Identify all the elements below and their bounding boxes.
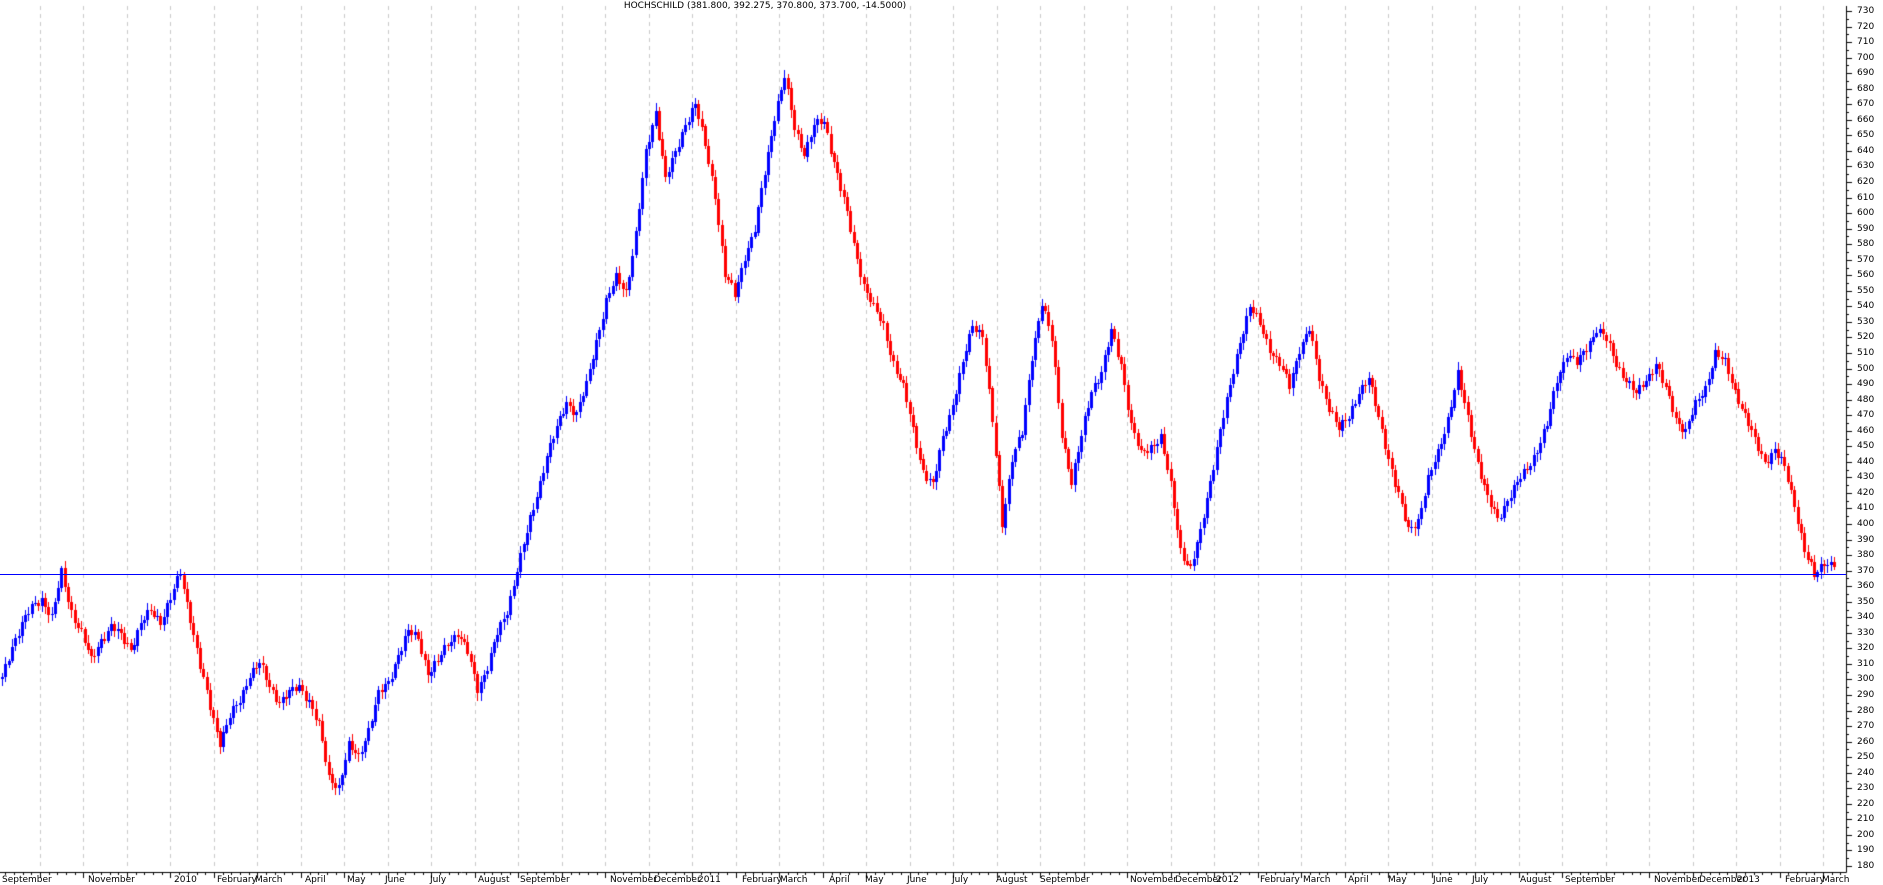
x-axis-label: March	[1303, 875, 1331, 885]
support-line	[0, 574, 1846, 575]
y-axis-label: 700	[1857, 52, 1875, 63]
y-axis-label: 190	[1857, 845, 1875, 856]
x-axis-label: December	[1699, 875, 1746, 885]
y-axis-label: 470	[1857, 410, 1875, 421]
x-axis-label: April	[829, 875, 850, 885]
y-axis-label: 600	[1857, 208, 1875, 219]
y-axis-label: 590	[1857, 223, 1875, 234]
x-axis-label: July	[430, 875, 447, 885]
x-axis-label: August	[1520, 875, 1552, 885]
x-axis-label: May	[347, 875, 366, 885]
y-axis-label: 490	[1857, 379, 1875, 390]
x-axis-label: March	[1822, 875, 1850, 885]
x-axis-label: September	[520, 875, 570, 885]
y-axis-label: 260	[1857, 736, 1875, 747]
y-axis-label: 180	[1857, 861, 1875, 871]
x-axis-label: April	[1348, 875, 1369, 885]
y-axis-label: 510	[1857, 348, 1875, 358]
x-axis-label: 2010	[174, 875, 197, 885]
y-axis-label: 580	[1857, 239, 1875, 250]
y-axis-label: 730	[1857, 6, 1875, 16]
x-axis-label: July	[1472, 875, 1489, 885]
y-axis-label: 550	[1857, 285, 1875, 296]
y-axis-label: 280	[1857, 705, 1875, 716]
y-axis-label: 670	[1857, 99, 1875, 110]
x-axis-label: June	[907, 875, 927, 885]
y-axis-label: 440	[1857, 456, 1875, 467]
y-axis-label: 620	[1857, 177, 1875, 187]
y-axis-label: 660	[1857, 114, 1875, 125]
y-axis-label: 360	[1857, 581, 1875, 592]
x-axis-label: November	[88, 875, 135, 885]
y-axis-label: 370	[1857, 565, 1875, 576]
y-axis-label: 690	[1857, 68, 1875, 79]
y-axis-label: 400	[1857, 519, 1875, 529]
y-axis-label: 530	[1857, 316, 1875, 327]
y-axis-label: 340	[1857, 612, 1875, 623]
x-axis-label: November	[610, 875, 657, 885]
x-axis-label: April	[305, 875, 326, 885]
x-axis-label: September	[2, 875, 52, 885]
x-axis-label: December	[1175, 875, 1222, 885]
x-axis-label: September	[1040, 875, 1090, 885]
y-axis-label: 220	[1857, 798, 1875, 809]
chart-title: HOCHSCHILD (381.800, 392.275, 370.800, 3…	[623, 1, 907, 11]
x-axis-label: May	[1388, 875, 1407, 885]
x-axis-label: February	[742, 875, 782, 885]
y-axis-label: 200	[1857, 829, 1875, 840]
y-axis-label: 460	[1857, 425, 1875, 436]
x-axis-label: August	[478, 875, 510, 885]
x-axis-label: February	[217, 875, 257, 885]
y-axis-label: 520	[1857, 332, 1875, 343]
y-axis-label: 480	[1857, 394, 1875, 405]
y-axis-label: 720	[1857, 21, 1875, 32]
y-axis-label: 270	[1857, 721, 1875, 732]
y-axis-label: 450	[1857, 441, 1875, 452]
y-axis-label: 380	[1857, 550, 1875, 561]
y-axis-label: 540	[1857, 301, 1875, 312]
y-axis-label: 320	[1857, 643, 1875, 654]
y-axis-label: 310	[1857, 658, 1875, 669]
y-axis-label: 650	[1857, 130, 1875, 141]
y-axis-label: 630	[1857, 161, 1875, 172]
x-axis-label: 2011	[698, 875, 721, 885]
x-axis-label: June	[385, 875, 405, 885]
x-axis-label: November	[1130, 875, 1177, 885]
y-axis-label: 410	[1857, 503, 1875, 514]
x-axis-label: August	[996, 875, 1028, 885]
x-axis-label: 2012	[1216, 875, 1239, 885]
x-axis-label: February	[1260, 875, 1300, 885]
x-axis-label: March	[255, 875, 283, 885]
y-axis-label: 420	[1857, 487, 1875, 498]
y-axis-label: 330	[1857, 627, 1875, 638]
y-axis-label: 250	[1857, 752, 1875, 763]
y-axis-label: 570	[1857, 254, 1875, 265]
y-axis-label: 350	[1857, 596, 1875, 607]
y-axis-label: 560	[1857, 270, 1875, 281]
y-axis-label: 210	[1857, 814, 1875, 825]
y-axis-label: 290	[1857, 690, 1875, 700]
y-axis-label: 240	[1857, 767, 1875, 778]
y-axis-label: 300	[1857, 674, 1875, 685]
x-axis-label: 2013	[1737, 875, 1760, 885]
y-axis-label: 390	[1857, 534, 1875, 545]
y-axis-label: 640	[1857, 145, 1875, 156]
x-axis-label: May	[865, 875, 884, 885]
x-axis-label: December	[654, 875, 701, 885]
x-axis-label: November	[1654, 875, 1701, 885]
x-axis-label: June	[1433, 875, 1453, 885]
y-axis-label: 230	[1857, 783, 1875, 794]
y-axis-label: 610	[1857, 192, 1875, 203]
y-axis-label: 430	[1857, 472, 1875, 483]
x-axis-label: March	[780, 875, 808, 885]
y-axis-label: 680	[1857, 83, 1875, 94]
x-axis-label: September	[1565, 875, 1615, 885]
y-axis-label: 710	[1857, 37, 1875, 48]
x-axis-label: July	[952, 875, 969, 885]
x-axis-label: February	[1785, 875, 1825, 885]
y-axis-label: 500	[1857, 363, 1875, 374]
